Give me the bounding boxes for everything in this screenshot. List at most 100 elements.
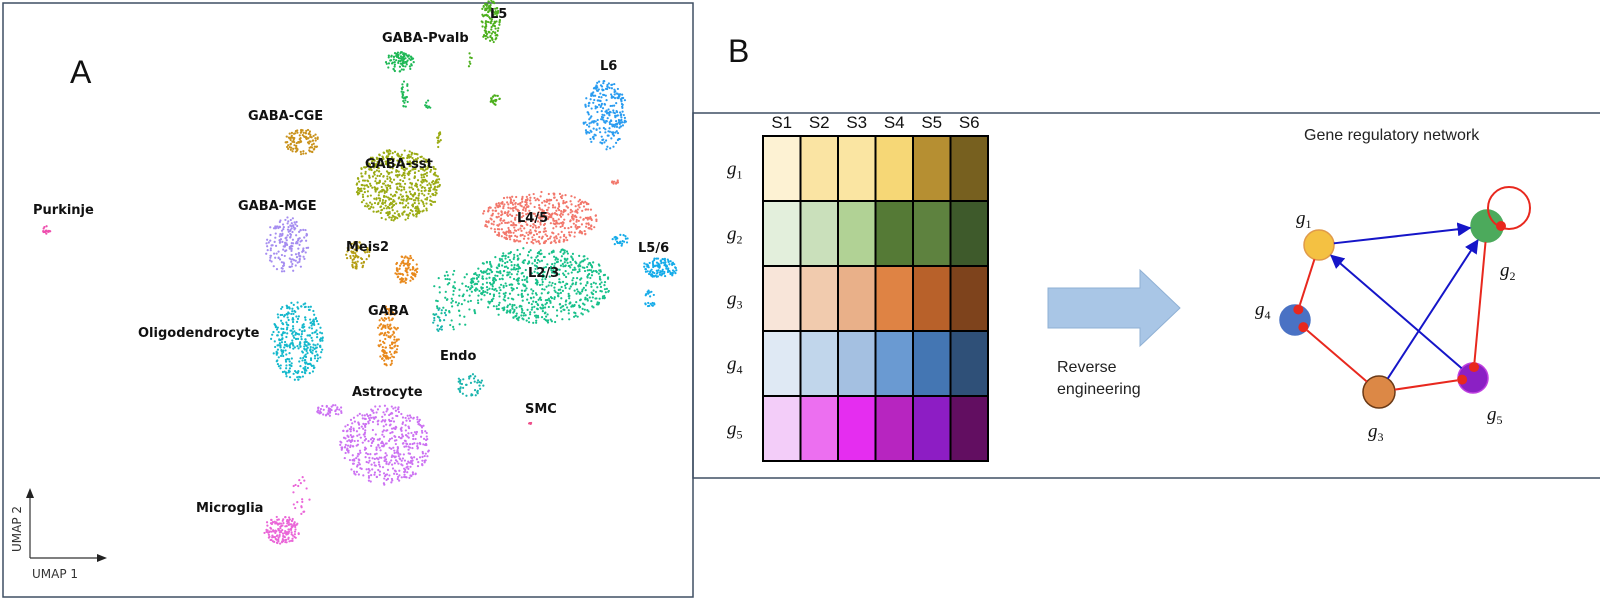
cell-point xyxy=(412,199,416,202)
cell-point xyxy=(414,473,417,476)
cell-point xyxy=(542,209,545,213)
cell-point xyxy=(547,291,550,294)
cell-point xyxy=(448,278,451,281)
cell-point xyxy=(342,436,346,439)
cell-point xyxy=(364,446,367,449)
cell-point xyxy=(601,297,604,300)
cell-point xyxy=(652,275,656,278)
cell-point xyxy=(585,201,588,205)
cell-point xyxy=(509,238,512,241)
cell-point xyxy=(390,155,394,159)
cell-point xyxy=(427,192,430,195)
cell-point xyxy=(382,174,385,178)
cell-point xyxy=(607,290,610,293)
cell-point xyxy=(496,233,499,237)
cell-point xyxy=(381,357,384,360)
cell-point xyxy=(440,309,443,312)
cell-point xyxy=(492,305,495,308)
cell-point xyxy=(277,365,281,368)
cell-point xyxy=(422,202,425,206)
cell-point xyxy=(380,162,383,166)
cell-point xyxy=(377,344,380,347)
cell-point xyxy=(349,430,352,433)
cell-point xyxy=(580,260,583,263)
cell-point xyxy=(299,153,303,156)
cell-point xyxy=(379,323,383,326)
panel-a-frame xyxy=(2,2,694,598)
cell-point xyxy=(559,236,562,239)
cell-point xyxy=(619,111,622,114)
cell-point xyxy=(494,31,497,34)
cell-point xyxy=(370,463,373,466)
cell-point xyxy=(539,195,542,198)
cell-point xyxy=(428,162,431,165)
cell-point xyxy=(485,25,488,28)
cell-point xyxy=(346,257,349,260)
cell-point xyxy=(515,208,518,211)
cell-point xyxy=(309,318,312,321)
cell-point xyxy=(273,323,277,327)
cell-point xyxy=(302,150,305,153)
cell-point xyxy=(419,184,422,187)
cell-point xyxy=(402,52,405,55)
cell-point xyxy=(295,523,298,526)
cell-point xyxy=(292,484,295,488)
heatmap-cell xyxy=(762,200,802,267)
cell-point xyxy=(279,522,283,525)
heatmap-cell xyxy=(762,395,802,462)
cell-point xyxy=(382,425,385,428)
cell-point xyxy=(599,105,602,109)
cell-point xyxy=(277,344,280,347)
cell-point xyxy=(564,275,568,279)
cell-point xyxy=(610,87,613,90)
cell-point xyxy=(609,104,612,108)
cell-point xyxy=(508,271,511,274)
cell-point xyxy=(551,231,554,234)
cell-point xyxy=(562,304,565,308)
inhibition-head xyxy=(1457,374,1468,385)
cell-point xyxy=(416,446,419,449)
cell-point xyxy=(491,279,495,282)
cell-point xyxy=(402,97,405,100)
cell-point xyxy=(497,313,500,316)
cell-point xyxy=(371,428,374,432)
cell-point xyxy=(272,265,275,268)
cell-point xyxy=(500,235,503,238)
cell-point xyxy=(467,300,470,303)
cell-point xyxy=(620,118,623,122)
cell-point xyxy=(355,444,358,447)
cell-point xyxy=(461,392,464,395)
cell-point xyxy=(506,266,510,270)
cell-point xyxy=(607,82,610,85)
cell-point xyxy=(528,421,531,425)
cell-point xyxy=(485,281,489,284)
cell-point xyxy=(396,182,399,185)
cell-point xyxy=(408,65,412,68)
cell-point xyxy=(292,132,296,135)
cell-point xyxy=(513,226,516,229)
cell-point xyxy=(304,358,307,362)
cell-point xyxy=(387,56,390,59)
cell-point xyxy=(507,226,510,230)
cell-point xyxy=(388,216,391,219)
cell-point xyxy=(546,211,549,214)
cell-point xyxy=(309,350,313,354)
cell-point xyxy=(387,62,391,65)
cell-point xyxy=(521,299,524,302)
cell-point xyxy=(460,382,464,386)
cell-point xyxy=(415,458,419,461)
cell-point xyxy=(522,259,525,262)
cell-point xyxy=(357,473,360,476)
cell-point xyxy=(596,301,599,304)
cell-point xyxy=(398,196,401,199)
cell-point xyxy=(579,202,582,206)
cell-point xyxy=(403,182,407,185)
cell-point xyxy=(364,172,367,175)
cell-point xyxy=(569,200,572,203)
cell-point xyxy=(561,318,564,321)
cell-point xyxy=(266,249,269,252)
cell-point xyxy=(409,164,412,168)
cell-point xyxy=(576,315,579,318)
cell-point xyxy=(403,473,406,476)
cell-point xyxy=(596,118,599,122)
